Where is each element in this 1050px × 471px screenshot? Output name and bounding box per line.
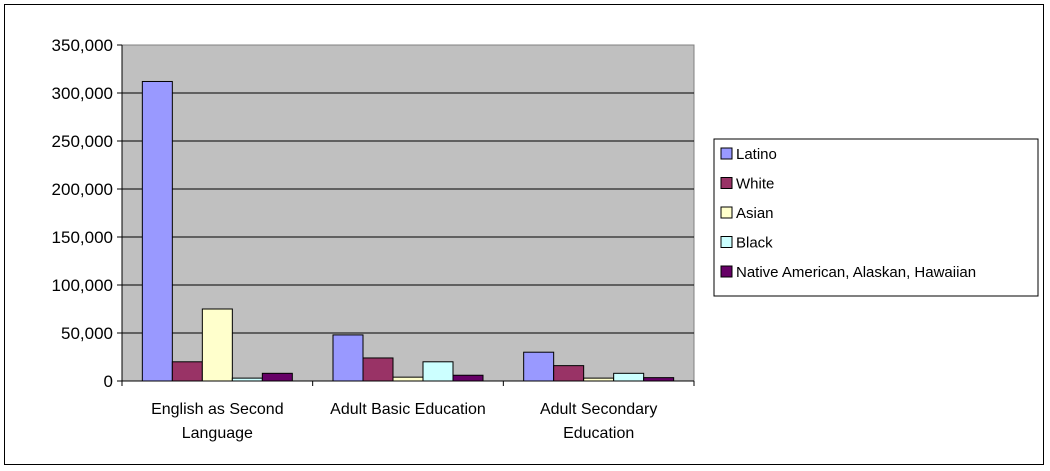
- bar-black: [422, 361, 454, 382]
- chart-frame: 0 50,000 100,000 150,000 200,000 250,000 300,0…: [4, 4, 1044, 465]
- x-category-label: Education: [563, 425, 634, 442]
- y-tick-label: 250,000: [52, 132, 113, 151]
- y-tick-label: 200,000: [52, 180, 113, 199]
- legend-box: [713, 138, 1039, 297]
- y-tick-label: 300,000: [52, 84, 113, 103]
- legend-label: Latino: [736, 146, 777, 163]
- legend-label: Black: [736, 235, 773, 252]
- legend-swatch: [720, 265, 733, 278]
- bar-white: [362, 357, 394, 382]
- bar-native-american-alaskan-hawaiian: [261, 372, 293, 382]
- legend-label: Native American, Alaskan, Hawaiian: [736, 264, 976, 281]
- x-category-label: Adult Basic Education: [330, 401, 486, 418]
- bar-white: [171, 361, 203, 382]
- legend-swatch: [720, 236, 733, 248]
- y-axis-ticks: 0 50,000 100,000 150,000 200,000 250,000 300,0…: [52, 36, 122, 391]
- legend-swatch: [720, 177, 733, 189]
- y-tick-label: 100,000: [52, 276, 113, 295]
- legend-swatch: [720, 206, 733, 219]
- bar-asian: [392, 376, 424, 382]
- x-category-label: Adult Secondary: [540, 401, 657, 418]
- x-category-label: English as Second: [151, 401, 284, 418]
- y-tick-label: 0: [104, 372, 113, 391]
- y-tick-label: 50,000: [61, 324, 113, 343]
- x-category-label: Language: [182, 425, 253, 442]
- bar-native-american-alaskan-hawaiian: [452, 374, 484, 382]
- bar-latino: [523, 351, 555, 382]
- bar-native-american-alaskan-hawaiian: [643, 377, 675, 382]
- x-axis-category-labels: English as Second Language Adult Basic Edu…: [151, 401, 657, 442]
- bar-latino: [332, 334, 364, 382]
- bars: [141, 80, 675, 382]
- legend-swatch: [720, 147, 733, 160]
- y-tick-label: 350,000: [52, 36, 113, 55]
- bar-latino: [141, 80, 173, 382]
- bar-white: [553, 365, 585, 382]
- bar-chart: 0 50,000 100,000 150,000 200,000 250,000 300,0…: [52, 36, 1039, 442]
- bar-asian: [201, 308, 233, 382]
- legend-label: Asian: [736, 205, 774, 222]
- y-tick-label: 150,000: [52, 228, 113, 247]
- bar-black: [613, 372, 645, 382]
- axes: [121, 45, 695, 386]
- legend: Latino White Asian Black Native American, Al…: [713, 138, 1039, 297]
- legend-label: White: [736, 176, 774, 193]
